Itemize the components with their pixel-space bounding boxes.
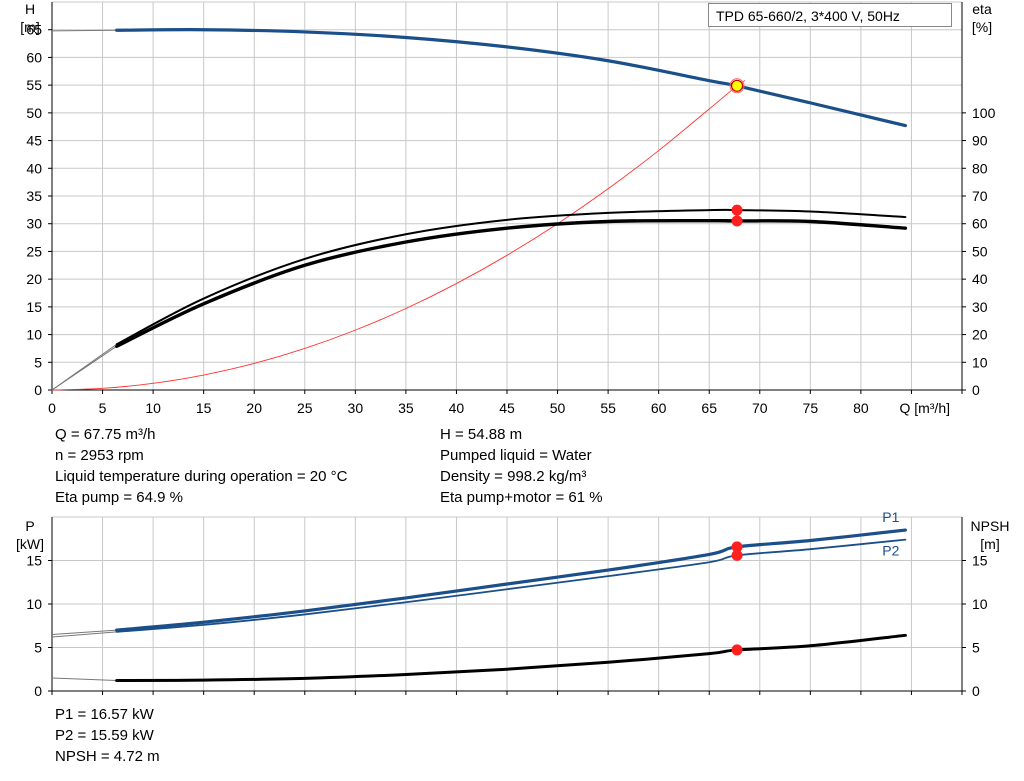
series-p2-line bbox=[115, 538, 907, 633]
grid bbox=[51, 1, 963, 692]
x-tick-label: 20 bbox=[246, 400, 262, 416]
x-tick-label: 50 bbox=[550, 400, 566, 416]
curve-extension bbox=[51, 29, 117, 32]
y-axis-label: H [m] bbox=[20, 1, 39, 35]
x-tick-label: 10 bbox=[145, 400, 161, 416]
operating-point-marker bbox=[731, 204, 743, 216]
y2-tick-label: 10 bbox=[972, 596, 988, 612]
x-tick-label: 25 bbox=[297, 400, 313, 416]
info-p2: P2 = 15.59 kW bbox=[55, 727, 154, 744]
y-tick-label: 60 bbox=[26, 49, 42, 65]
y2-tick-label: 30 bbox=[972, 299, 988, 315]
info-pumped-liquid: Pumped liquid = Water bbox=[440, 447, 592, 464]
curve-extension bbox=[51, 631, 117, 638]
duty-point-halo bbox=[729, 78, 745, 94]
y2-tick-label: 5 bbox=[972, 640, 980, 656]
y-tick-label: 0 bbox=[34, 683, 42, 699]
series-system-line bbox=[51, 80, 746, 391]
series-p1-line bbox=[115, 528, 907, 632]
tick-labels: 0510152025303540455055606501020304050607… bbox=[16, 1, 1009, 699]
x-axis-label: Q [m³/h] bbox=[899, 400, 950, 416]
info-density: Density = 998.2 kg/m³ bbox=[440, 468, 587, 485]
duty-point-marker bbox=[730, 79, 744, 92]
x-tick-label: 75 bbox=[803, 400, 819, 416]
operating-point-marker bbox=[731, 644, 743, 656]
series-eff-thick-line bbox=[115, 218, 908, 348]
x-tick-label: 30 bbox=[348, 400, 364, 416]
info-speed: n = 2953 rpm bbox=[55, 447, 144, 464]
y2-tick-label: 15 bbox=[972, 553, 988, 569]
y2-tick-label: 10 bbox=[972, 354, 988, 370]
x-tick-label: 55 bbox=[600, 400, 616, 416]
y-tick-label: 15 bbox=[26, 553, 42, 569]
info-npsh: NPSH = 4.72 m bbox=[55, 748, 160, 765]
pump-model-label: TPD 65-660/2, 3*400 V, 50Hz bbox=[708, 3, 952, 27]
info-eta-pump: Eta pump = 64.9 % bbox=[55, 489, 183, 506]
y2-tick-label: 80 bbox=[972, 160, 988, 176]
info-eta-pump-motor: Eta pump+motor = 61 % bbox=[440, 489, 603, 506]
y-tick-label: 35 bbox=[26, 188, 42, 204]
y2-tick-label: 60 bbox=[972, 216, 988, 232]
y2-tick-label: 20 bbox=[972, 327, 988, 343]
y-tick-label: 20 bbox=[26, 271, 42, 287]
y2-axis-label: eta [%] bbox=[972, 1, 992, 35]
y2-tick-label: 0 bbox=[972, 382, 980, 398]
x-tick-label: 70 bbox=[752, 400, 768, 416]
info-bottom: P1 = 16.57 kW P2 = 15.59 kW NPSH = 4.72 … bbox=[55, 704, 160, 767]
x-tick-label: 45 bbox=[499, 400, 515, 416]
series-name-label: P1 bbox=[882, 509, 899, 525]
y-tick-label: 5 bbox=[34, 640, 42, 656]
info-p1: P1 = 16.57 kW bbox=[55, 706, 154, 723]
x-tick-label: 35 bbox=[398, 400, 414, 416]
x-tick-label: 80 bbox=[853, 400, 869, 416]
info-flow: Q = 67.75 m³/h bbox=[55, 426, 156, 443]
x-tick-label: 0 bbox=[48, 400, 56, 416]
y2-tick-label: 100 bbox=[972, 105, 996, 121]
y-tick-label: 40 bbox=[26, 160, 42, 176]
y-tick-label: 15 bbox=[26, 299, 42, 315]
operating-point-marker bbox=[731, 549, 743, 561]
y2-axis-label: NPSH [m] bbox=[971, 518, 1010, 552]
curve-extension bbox=[51, 677, 117, 682]
y-tick-label: 5 bbox=[34, 354, 42, 370]
info-top-right: H = 54.88 m Pumped liquid = Water Densit… bbox=[440, 424, 603, 508]
y-axis-label: P [kW] bbox=[16, 518, 44, 552]
curve-extension bbox=[51, 629, 117, 635]
x-tick-label: 40 bbox=[449, 400, 465, 416]
y2-tick-label: 50 bbox=[972, 243, 988, 259]
y-tick-label: 0 bbox=[34, 382, 42, 398]
x-tick-label: 60 bbox=[651, 400, 667, 416]
y-tick-label: 50 bbox=[26, 105, 42, 121]
x-tick-label: 5 bbox=[99, 400, 107, 416]
y-tick-label: 25 bbox=[26, 243, 42, 259]
y2-tick-label: 70 bbox=[972, 188, 988, 204]
y-tick-label: 30 bbox=[26, 216, 42, 232]
x-tick-label: 15 bbox=[196, 400, 212, 416]
info-top-left: Q = 67.75 m³/h n = 2953 rpm Liquid tempe… bbox=[55, 424, 347, 508]
y2-tick-label: 0 bbox=[972, 683, 980, 699]
y-tick-label: 10 bbox=[26, 596, 42, 612]
y-tick-label: 10 bbox=[26, 327, 42, 343]
info-head: H = 54.88 m bbox=[440, 426, 523, 443]
series-eff-thin-line bbox=[115, 208, 907, 346]
y-tick-label: 45 bbox=[26, 133, 42, 149]
series-name-label: P2 bbox=[882, 543, 899, 559]
y2-tick-label: 40 bbox=[972, 271, 988, 287]
series bbox=[51, 28, 908, 683]
operating-point-marker bbox=[731, 215, 743, 227]
curve-extension bbox=[51, 343, 117, 391]
operating-point-marker bbox=[731, 541, 743, 553]
y-tick-label: 55 bbox=[26, 77, 42, 93]
axes bbox=[48, 2, 966, 695]
y2-tick-label: 90 bbox=[972, 133, 988, 149]
info-liquid-temperature: Liquid temperature during operation = 20… bbox=[55, 468, 348, 485]
x-tick-label: 65 bbox=[701, 400, 717, 416]
y-tick-label: 65 bbox=[26, 22, 42, 38]
series-head-line bbox=[115, 28, 907, 128]
series-npsh-line bbox=[115, 633, 907, 683]
